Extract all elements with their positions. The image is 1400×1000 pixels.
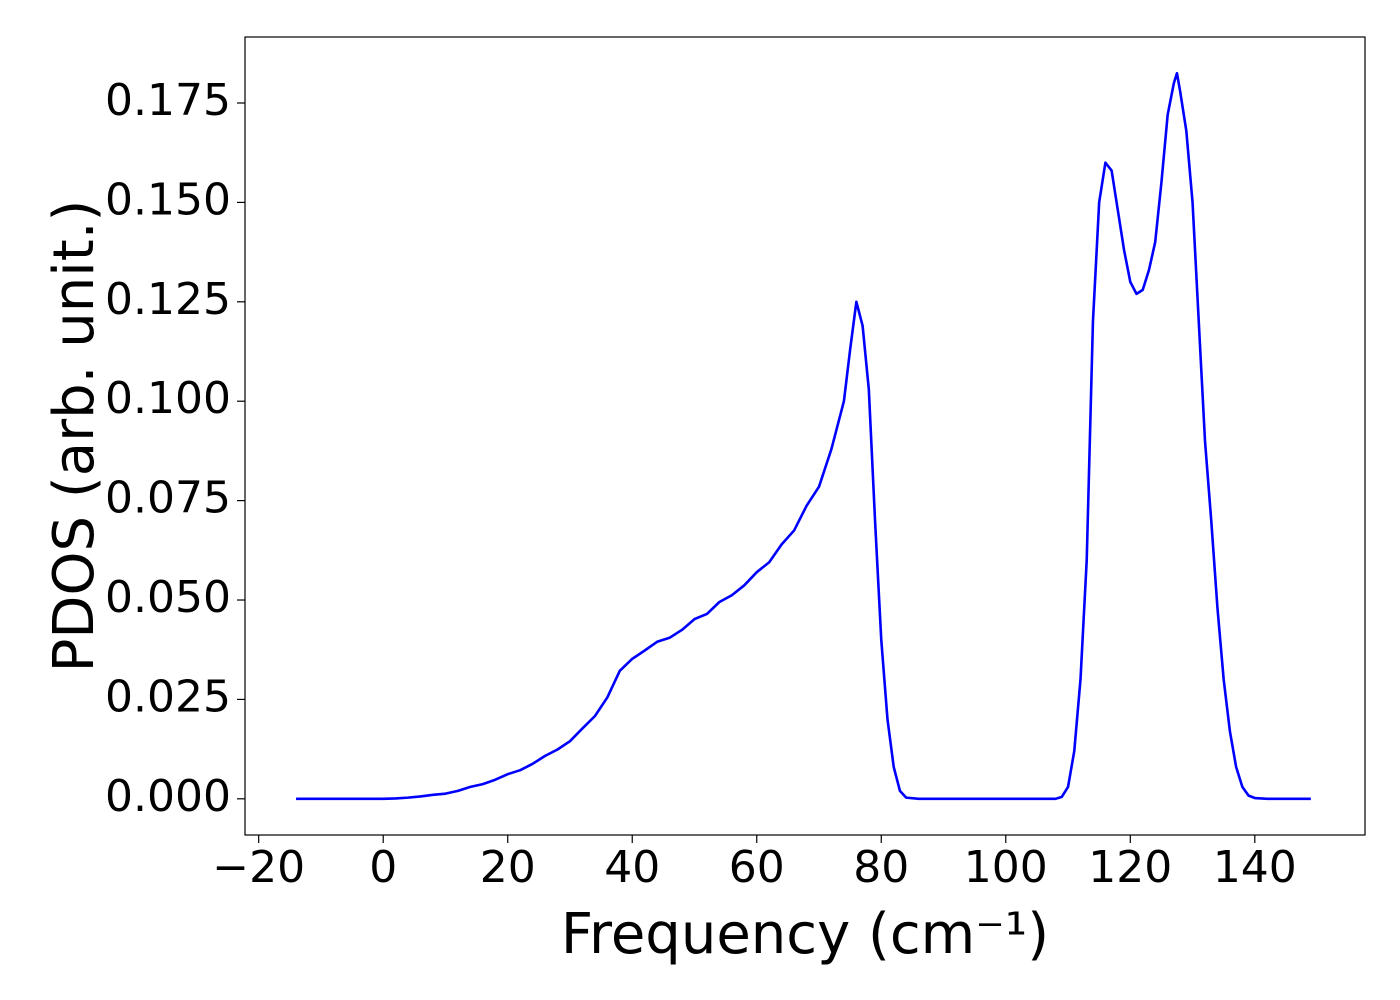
y-tick-label: 0.000 bbox=[105, 771, 231, 822]
y-axis-label: PDOS (arb. unit.) bbox=[42, 200, 107, 673]
x-tick-label: −20 bbox=[212, 842, 305, 893]
y-tick-label: 0.125 bbox=[105, 274, 231, 325]
x-tick-label: 80 bbox=[853, 842, 909, 893]
y-tick-label: 0.075 bbox=[105, 473, 231, 524]
y-tick-label: 0.150 bbox=[105, 174, 231, 225]
x-axis-label: Frequency (cm⁻¹) bbox=[561, 902, 1049, 967]
x-tick-label: 60 bbox=[729, 842, 785, 893]
plot-frame bbox=[244, 36, 1366, 836]
y-tick-label: 0.100 bbox=[105, 373, 231, 424]
x-tick-label: 40 bbox=[604, 842, 660, 893]
y-tick-label: 0.050 bbox=[105, 572, 231, 623]
x-tick-label: 120 bbox=[1088, 842, 1172, 893]
x-tick-label: 0 bbox=[369, 842, 397, 893]
y-tick-label: 0.175 bbox=[105, 75, 231, 126]
x-tick-label: 100 bbox=[964, 842, 1048, 893]
y-tick-label: 0.025 bbox=[105, 671, 231, 722]
x-tick-label: 140 bbox=[1213, 842, 1297, 893]
data-line bbox=[296, 71, 1311, 801]
x-tick-label: 20 bbox=[480, 842, 536, 893]
